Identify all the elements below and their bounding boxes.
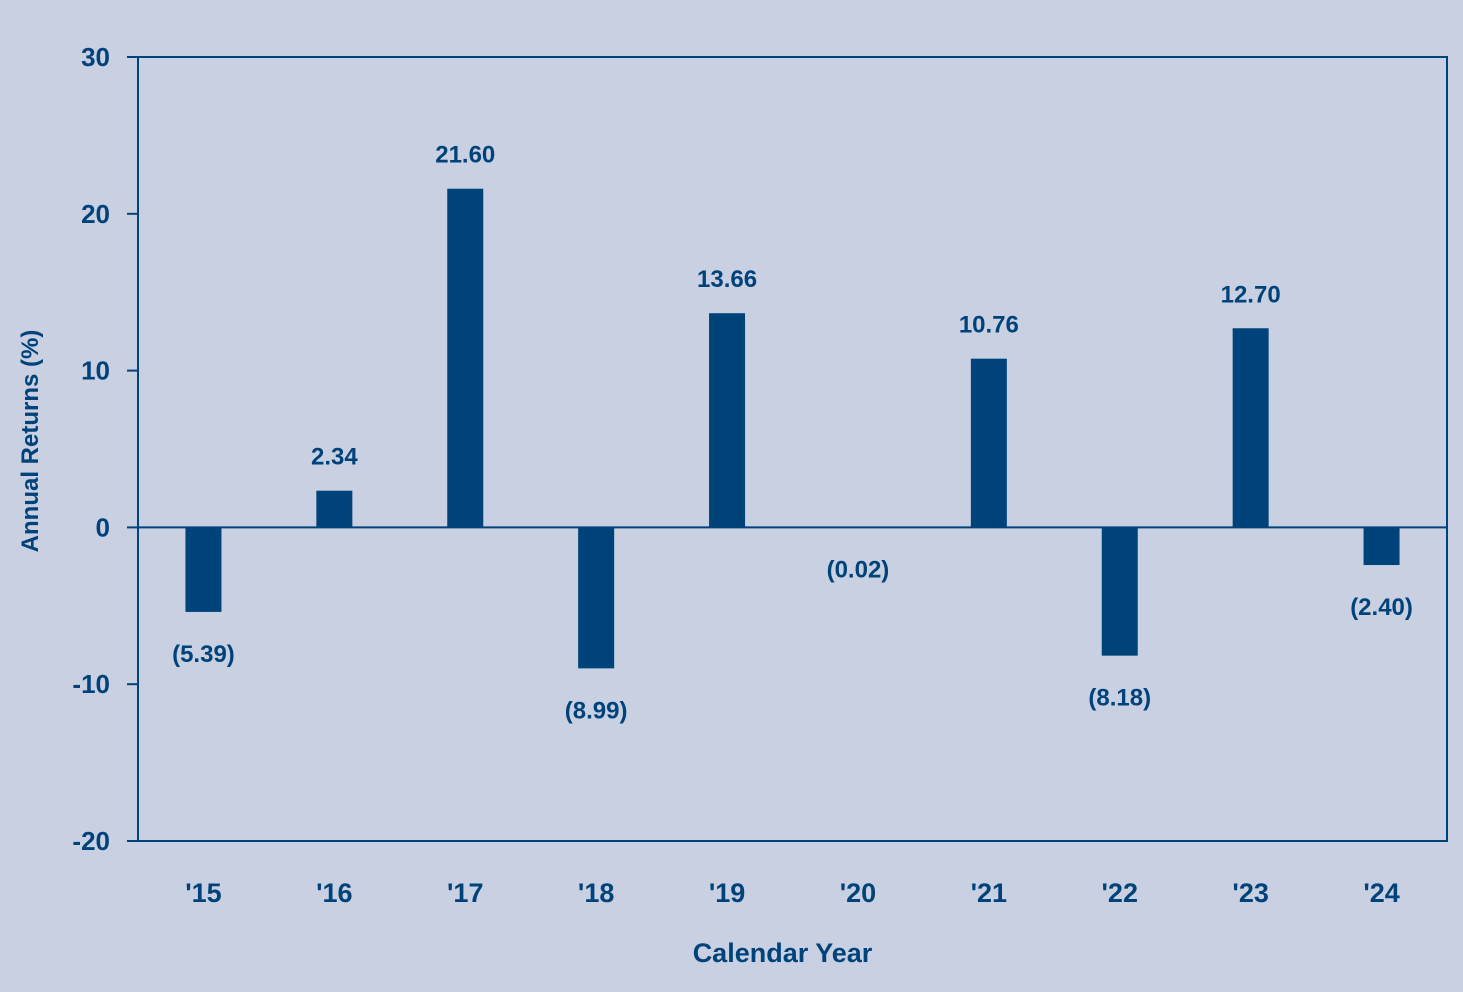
y-tick-label: -10: [72, 669, 110, 699]
x-tick-label: '23: [1232, 878, 1268, 908]
y-tick-label: 20: [81, 199, 110, 229]
data-label: 13.66: [697, 266, 757, 293]
bar-22: [1101, 527, 1138, 656]
bar-19: [709, 313, 746, 528]
x-tick-label: '22: [1102, 878, 1138, 908]
data-label: (8.18): [1088, 685, 1151, 712]
data-label: 10.76: [959, 312, 1019, 339]
x-tick-label: '20: [840, 878, 876, 908]
y-tick-label: 30: [81, 42, 110, 72]
x-axis-title: Calendar Year: [693, 938, 873, 968]
bar-16: [316, 490, 353, 528]
x-tick-label: '17: [447, 878, 483, 908]
bar-15: [185, 527, 222, 612]
y-tick-label: 0: [96, 512, 110, 542]
data-labels: (5.39) 2.34 21.60 (8.99) 13.66 (0.02) 10.76 (8.…: [172, 142, 1413, 725]
bar-24: [1363, 527, 1400, 566]
x-tick-label: '15: [185, 878, 221, 908]
bar-18: [578, 527, 615, 669]
data-label: 12.70: [1221, 281, 1281, 308]
bar-23: [1232, 328, 1269, 528]
x-tick-label: '16: [316, 878, 352, 908]
data-label: (0.02): [827, 557, 890, 584]
x-axis: '15 '16 '17 '18 '19 '20 '21 '22 '23 '24: [185, 878, 1400, 908]
x-tick-label: '18: [578, 878, 614, 908]
data-label: (5.39): [172, 641, 235, 668]
bars: [185, 188, 1400, 669]
y-tick-label: -20: [72, 826, 110, 856]
x-tick-label: '24: [1363, 878, 1399, 908]
data-label: 21.60: [435, 142, 495, 169]
bar-17: [447, 188, 484, 528]
x-tick-label: '19: [709, 878, 745, 908]
plot-border: [137, 56, 1448, 842]
data-label: 2.34: [311, 444, 358, 471]
y-axis-title: Annual Returns (%): [17, 330, 44, 553]
x-tick-label: '21: [971, 878, 1007, 908]
plot-area: [137, 56, 1448, 842]
y-tick-label: 10: [81, 356, 110, 386]
bar-21: [970, 358, 1007, 528]
bar-20: [839, 527, 876, 528]
data-label: (8.99): [565, 697, 628, 724]
y-axis: 30 20 10 0 -10 -20: [72, 42, 138, 856]
data-label: (2.40): [1350, 594, 1413, 621]
